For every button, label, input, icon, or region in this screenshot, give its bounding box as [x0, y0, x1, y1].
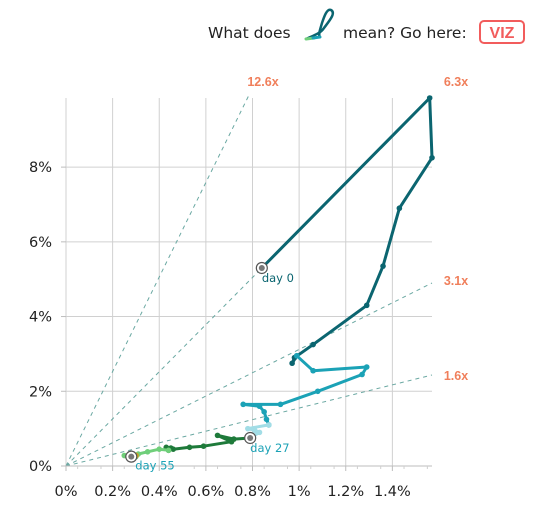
header: What does mean? Go here: VIZ [208, 8, 525, 44]
axes: 0% 0.2% 0.4% 0.6% 0.8% 1% 1.2% 1.4% 0% 2% 4% 6% 8% [29, 160, 432, 500]
data-point [289, 360, 295, 367]
data-point [277, 401, 284, 408]
x-tick-label: 0.2% [94, 484, 131, 500]
reference-ray-label: 3.1x [444, 274, 468, 288]
data-point [256, 403, 263, 410]
data-point [144, 449, 151, 455]
data-point [165, 447, 172, 454]
data-point [240, 401, 246, 408]
x-tick-label: 1% [288, 484, 311, 500]
data-point [252, 427, 258, 434]
x-tick-label: 0.6% [187, 484, 224, 500]
day-label: day 0 [262, 271, 294, 285]
header-text-before: What does [208, 24, 291, 42]
data-point [256, 429, 263, 436]
day-marker-dot [247, 434, 254, 441]
marker-layer: day 0 day 27 day 55 [125, 261, 294, 473]
data-point [396, 205, 403, 212]
data-point [261, 409, 267, 415]
viz-logo-text: VIZ [490, 25, 515, 42]
data-point [314, 388, 321, 395]
data-point [214, 432, 221, 439]
viz-logo[interactable]: VIZ [479, 20, 525, 44]
data-point [186, 444, 193, 451]
y-tick-label: 0% [29, 459, 52, 475]
data-point [380, 263, 386, 269]
reference-ray-label: 6.3x [444, 75, 468, 89]
data-point [426, 95, 433, 101]
reference-ray [65, 374, 433, 467]
data-point [359, 371, 365, 378]
data-point [200, 443, 207, 449]
data-point [363, 364, 370, 370]
data-point [266, 422, 272, 428]
series-line [164, 433, 252, 452]
data-point [228, 438, 235, 445]
day-marker-dot [128, 453, 135, 460]
day-marker-dot [258, 264, 265, 271]
data-point [363, 302, 370, 309]
x-tick-label: 0.4% [141, 484, 178, 500]
y-tick-label: 2% [29, 384, 52, 400]
day-label: day 55 [135, 459, 174, 473]
data-point [310, 341, 316, 348]
y-tick-label: 6% [29, 235, 52, 251]
header-text-after: mean? Go here: [343, 24, 467, 42]
series-line [241, 354, 369, 427]
data-point [429, 154, 435, 161]
x-tick-label: 0.8% [234, 484, 271, 500]
reference-ray [65, 92, 251, 467]
series-line [260, 96, 434, 365]
y-tick-label: 8% [29, 160, 52, 176]
data-point [310, 367, 316, 374]
data-point [263, 416, 270, 423]
reference-ray-label: 12.6x [247, 75, 278, 89]
data-point [156, 446, 163, 452]
x-tick-label: 1.4% [374, 484, 411, 500]
day-label: day 27 [250, 441, 289, 455]
data-point [245, 425, 251, 432]
trajectory-squiggle-icon [304, 8, 335, 41]
reference-ray-label: 1.6x [444, 369, 468, 383]
x-tick-label: 1.2% [327, 484, 364, 500]
x-tick-label: 0% [54, 484, 77, 500]
y-tick-label: 4% [29, 310, 52, 326]
data-point [293, 352, 300, 359]
